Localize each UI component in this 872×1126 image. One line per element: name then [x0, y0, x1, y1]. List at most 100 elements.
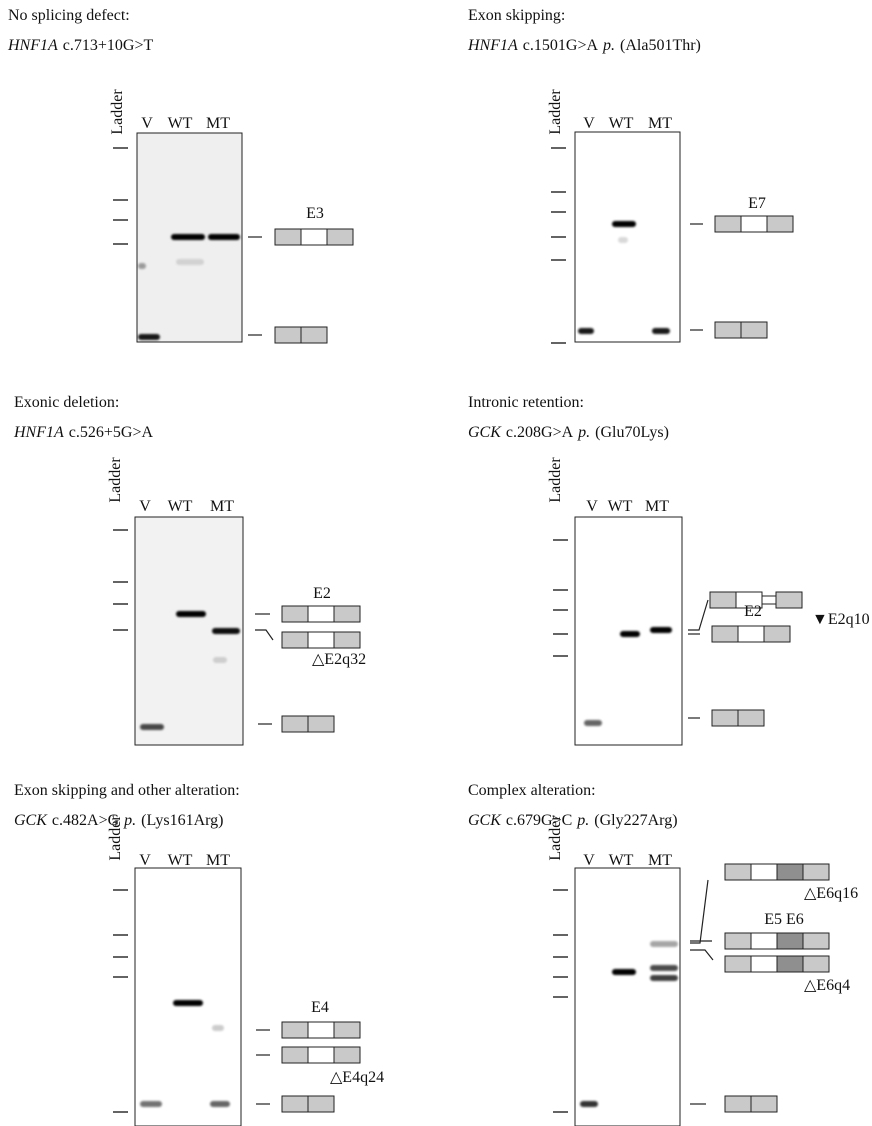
exon-label: △E4q24 [330, 1069, 384, 1086]
panel: No splicing defect: HNF1A c.713+10G>T Ladde… [7, 7, 353, 343]
gel-band [612, 969, 636, 975]
cdna: c.713+10G>T [63, 37, 154, 54]
lane-label: WT [168, 498, 193, 515]
exon [738, 710, 764, 726]
exon [725, 933, 751, 949]
gene: GCK [468, 424, 502, 441]
exon [275, 229, 301, 245]
lane-label: MT [648, 115, 672, 132]
gel [575, 868, 680, 1126]
page: No splicing defect: HNF1A c.713+10G>T Ladde… [0, 0, 872, 1126]
lane-label: WT [168, 115, 193, 132]
gel-band [620, 631, 640, 637]
lane-label: V [583, 852, 595, 869]
exon [712, 710, 738, 726]
exon [776, 592, 802, 608]
exon [308, 1096, 334, 1112]
lane-label: V [139, 498, 151, 515]
gene: HNF1A [7, 37, 58, 54]
lane-label: WT [609, 852, 634, 869]
gel-band [650, 965, 678, 971]
gel-band [138, 334, 160, 340]
connector [688, 600, 708, 630]
ladder-label: Ladder [547, 815, 564, 861]
exon [282, 1047, 308, 1063]
exon [301, 229, 327, 245]
exon [777, 956, 803, 972]
exon [741, 322, 767, 338]
cdna: c.526+5G>A [69, 424, 154, 441]
exon [308, 632, 334, 648]
gel-band [652, 328, 670, 334]
gel-band [208, 234, 240, 240]
protein-change: (Ala501Thr) [620, 37, 701, 54]
ladder-label: Ladder [107, 815, 124, 861]
protein-prefix: p. [123, 812, 136, 829]
exon [751, 933, 777, 949]
exon [282, 606, 308, 622]
protein-prefix: p. [576, 812, 589, 829]
panel-title: Exon skipping and other alteration: [14, 782, 240, 799]
protein-prefix: p. [577, 424, 590, 441]
exon-label: △E6q16 [804, 885, 858, 902]
exon [767, 216, 793, 232]
figure: No splicing defect: HNF1A c.713+10G>T Ladde… [0, 0, 872, 1126]
exon-label: E5 E6 [764, 911, 804, 928]
ladder-label: Ladder [109, 89, 126, 135]
exon [803, 956, 829, 972]
gene: HNF1A [467, 37, 518, 54]
gel-band [140, 1101, 162, 1107]
exon [715, 322, 741, 338]
ladder-label: Ladder [107, 457, 124, 503]
exon [282, 1096, 308, 1112]
ladder-label: Ladder [547, 89, 564, 135]
gel-band [173, 1000, 203, 1006]
exon [751, 864, 777, 880]
lane-label: MT [206, 115, 230, 132]
panel-title: Exonic deletion: [14, 394, 119, 411]
gel-band [212, 628, 240, 634]
connector [690, 880, 708, 943]
cdna: c.1501G>A [523, 37, 599, 54]
lane-label: V [583, 115, 595, 132]
variant: HNF1Ac.1501G>Ap.(Ala501Thr) [467, 37, 701, 54]
variant: HNF1A c.713+10G>T [7, 37, 153, 54]
exon [710, 592, 736, 608]
panel: Exonic deletion: HNF1A c.526+5G>A Ladder V WT… [13, 394, 366, 745]
panel-title: No splicing defect: [8, 7, 130, 24]
lane-label: MT [645, 498, 669, 515]
exon [308, 716, 334, 732]
exon [282, 632, 308, 648]
exon-label: △E6q4 [804, 977, 850, 994]
exon [308, 1047, 334, 1063]
gene: HNF1A [13, 424, 64, 441]
protein-change: (Gly227Arg) [594, 812, 677, 829]
panel-title: Exon skipping: [468, 7, 565, 24]
gel-band [213, 657, 227, 663]
exon-label: E2 [744, 603, 762, 620]
exon [715, 216, 741, 232]
exon [327, 229, 353, 245]
exon [738, 626, 764, 642]
exon [741, 216, 767, 232]
panel-title: Intronic retention: [468, 394, 584, 411]
connector [255, 630, 273, 640]
gel-band [650, 627, 672, 633]
cdna: c.208G>A [506, 424, 574, 441]
exon [751, 956, 777, 972]
exon [301, 327, 327, 343]
exon [275, 327, 301, 343]
lane-label: WT [168, 852, 193, 869]
gel-band [612, 221, 636, 227]
exon [725, 1096, 751, 1112]
ladder-label: Ladder [547, 457, 564, 503]
lane-label: MT [206, 852, 230, 869]
exon-label: ▼E2q10 [812, 611, 870, 628]
exon [712, 626, 738, 642]
exon [777, 933, 803, 949]
